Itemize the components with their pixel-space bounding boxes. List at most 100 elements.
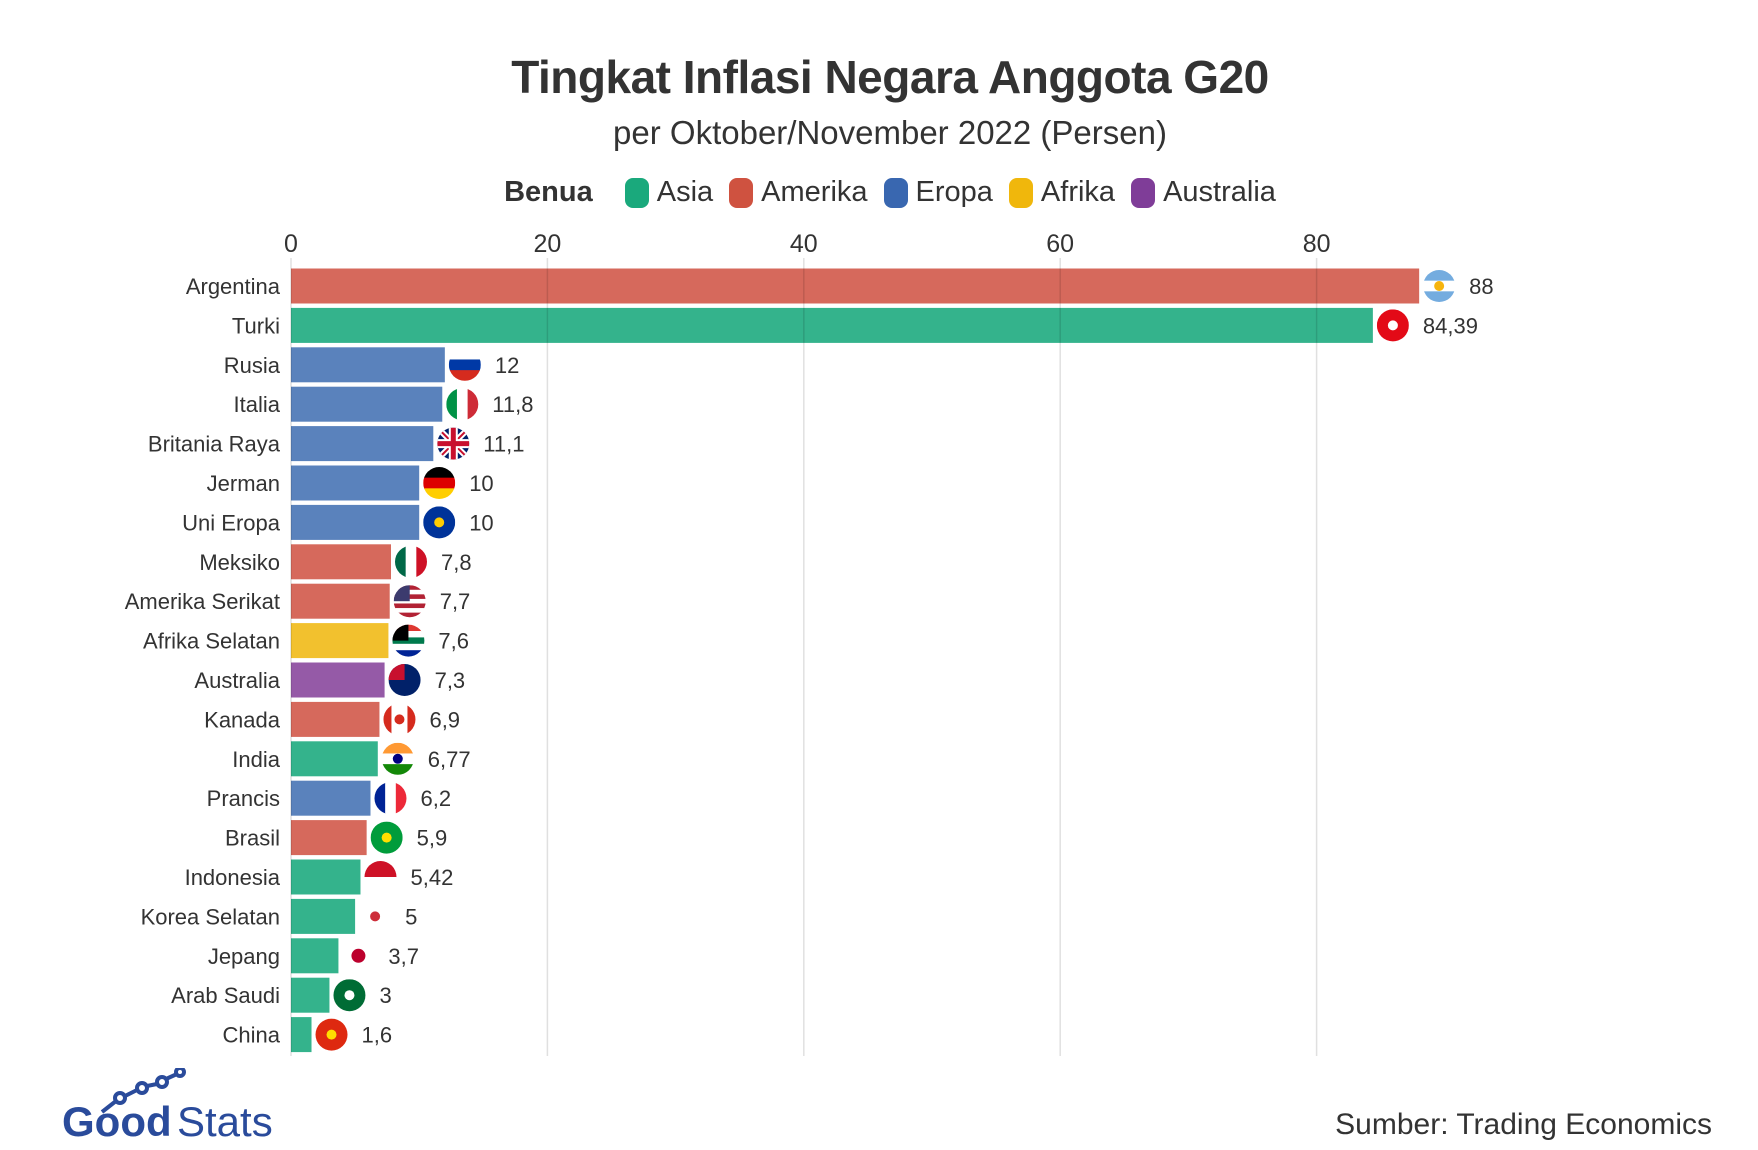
flag-icon-jepang <box>342 939 375 972</box>
value-label: 5,9 <box>417 826 448 851</box>
category-label: India <box>232 747 280 772</box>
flag-icon-jerman <box>423 467 456 499</box>
bar-india <box>291 741 378 777</box>
chart-title: Tingkat Inflasi Negara Anggota G20 <box>511 51 1269 103</box>
bar-jepang <box>291 938 339 974</box>
value-label: 7,3 <box>435 668 466 693</box>
category-label: Amerika Serikat <box>125 589 280 614</box>
bar-uni-eropa <box>291 504 420 540</box>
x-tick-label: 40 <box>790 230 818 258</box>
bar-afrika-selatan <box>291 623 389 659</box>
legend-swatch <box>1131 177 1156 208</box>
category-label: Brasil <box>225 826 280 851</box>
legend-item-eropa: Eropa <box>883 176 993 209</box>
bar-australia <box>291 662 385 698</box>
value-label: 3 <box>379 983 391 1008</box>
value-label: 7,6 <box>438 629 469 654</box>
value-label: 5,42 <box>410 865 453 890</box>
category-label: Indonesia <box>185 865 281 890</box>
category-label: Korea Selatan <box>141 904 280 929</box>
value-label: 12 <box>495 353 519 378</box>
bar-arab-saudi <box>291 977 330 1013</box>
legend-swatch <box>883 177 908 208</box>
category-label: Australia <box>194 668 280 693</box>
flag-icon-afrika-selatan <box>392 624 425 657</box>
goodstats-logo: Good Stats <box>62 1066 302 1145</box>
flag-icon-argentina <box>1423 270 1456 302</box>
x-tick-label: 0 <box>284 230 298 258</box>
bar-argentina <box>291 268 1420 304</box>
value-label: 5 <box>405 904 417 929</box>
category-label: Uni Eropa <box>182 510 281 535</box>
bar-jerman <box>291 465 420 501</box>
legend-item-asia: Asia <box>624 176 714 209</box>
value-label: 10 <box>469 471 493 496</box>
flag-icon-turki <box>1376 309 1409 342</box>
value-label: 7,7 <box>440 589 471 614</box>
x-tick-label: 80 <box>1303 230 1331 258</box>
category-label: Jerman <box>207 471 280 496</box>
flag-icon-australia <box>388 664 421 696</box>
bar-meksiko <box>291 544 391 580</box>
legend-label: Amerika <box>761 176 868 208</box>
value-label: 11,8 <box>492 392 533 417</box>
legend-label: Australia <box>1163 176 1276 208</box>
bar-china <box>291 1017 312 1053</box>
category-label: Italia <box>234 392 281 417</box>
flag-icon-china <box>315 1018 348 1051</box>
x-tick-label: 20 <box>533 230 561 258</box>
flag-icon-italia <box>446 388 479 421</box>
category-label: Jepang <box>208 944 280 969</box>
category-label: Britania Raya <box>148 432 281 457</box>
value-label: 11,1 <box>483 432 524 457</box>
flag-icon-prancis <box>374 782 407 815</box>
category-label: Prancis <box>207 786 280 811</box>
category-label: Kanada <box>204 707 281 732</box>
bar-turki <box>291 307 1373 343</box>
legend: Benua Asia Amerika Eropa Afrika Australia <box>0 176 1758 209</box>
flag-icon-britania-raya <box>437 427 470 460</box>
bar-brasil <box>291 820 367 856</box>
legend-label: Afrika <box>1040 176 1116 208</box>
logo-text-light: Stats <box>177 1098 273 1140</box>
bar-rusia <box>291 347 445 383</box>
bar-korea-selatan <box>291 898 356 934</box>
legend-label: Eropa <box>915 176 993 208</box>
logo-text-bold: Good <box>62 1098 172 1140</box>
value-label: 1,6 <box>362 1023 393 1048</box>
flag-icon-amerika-serikat <box>393 585 426 618</box>
legend-swatch <box>1008 177 1033 208</box>
category-label: Afrika Selatan <box>143 629 280 654</box>
value-label: 84,39 <box>1423 313 1478 338</box>
category-label: Arab Saudi <box>171 983 280 1008</box>
flag-icon-kanada <box>383 703 416 736</box>
category-label: China <box>223 1023 281 1048</box>
bar-britania-raya <box>291 426 434 462</box>
bar-prancis <box>291 780 371 816</box>
chart-subtitle: per Oktober/November 2022 (Persen) <box>613 114 1167 151</box>
value-label: 10 <box>469 510 493 535</box>
legend-title: Benua <box>504 176 593 208</box>
bar-indonesia <box>291 859 361 895</box>
flag-icon-meksiko <box>394 545 427 578</box>
value-label: 6,2 <box>420 786 451 811</box>
legend-label: Asia <box>656 176 714 208</box>
source-note: Sumber: Trading Economics <box>1335 1108 1712 1141</box>
value-label: 6,77 <box>428 747 471 772</box>
flag-icon-arab-saudi <box>333 979 366 1012</box>
legend-item-afrika: Afrika <box>1008 176 1116 209</box>
bar-italia <box>291 386 443 422</box>
x-tick-label: 60 <box>1046 230 1074 258</box>
legend-item-amerika: Amerika <box>729 176 868 209</box>
flag-icon-indonesia <box>364 861 397 893</box>
flag-icon-uni-eropa <box>423 506 456 539</box>
category-label: Argentina <box>186 274 281 299</box>
value-label: 88 <box>1469 274 1493 299</box>
flag-icon-korea-selatan <box>359 900 392 933</box>
value-label: 6,9 <box>429 707 460 732</box>
legend-swatch <box>729 177 754 208</box>
bar-amerika-serikat <box>291 583 390 619</box>
value-label: 7,8 <box>441 550 472 575</box>
bar-kanada <box>291 701 380 737</box>
